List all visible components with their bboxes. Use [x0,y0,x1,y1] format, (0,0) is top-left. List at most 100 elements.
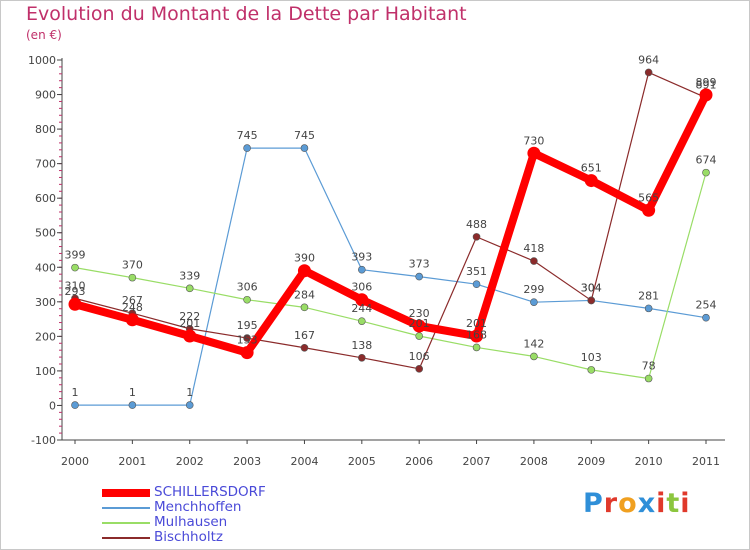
data-label: 167 [294,329,315,342]
data-label: 1 [186,386,193,399]
y-tick-label: 500 [35,227,56,240]
data-point [183,329,197,343]
data-point [530,298,538,306]
y-axis-ticks: -100 0 100 200 300 400 500 600 700 800 900 1000 [28,54,62,447]
data-label: 306 [351,281,372,294]
data-label: 201 [466,317,487,330]
data-label: 230 [409,307,430,320]
data-point [644,304,653,313]
data-point [300,303,309,312]
data-point [240,346,254,360]
data-point [358,265,366,274]
data-label: 284 [294,288,315,301]
data-label: 304 [581,281,602,294]
x-tick-label: 2003 [233,455,261,468]
data-point [587,296,596,305]
data-label: 138 [351,339,372,352]
series-line [74,71,707,370]
data-point [71,263,79,272]
series-line [75,147,707,406]
legend-swatch [102,537,150,539]
logo-letter: t [666,488,681,519]
logo-letter: o [618,488,638,519]
data-point [358,317,366,325]
data-point [530,257,538,265]
y-tick-label: 700 [35,158,56,171]
data-label: 370 [122,259,143,272]
data-point [702,168,710,177]
data-label: 299 [523,283,544,296]
data-label: 339 [179,269,200,282]
y-tick-label: 0 [49,399,56,412]
data-label: 745 [294,129,315,142]
data-point [472,343,481,352]
data-label: 254 [696,299,717,312]
series-line [73,93,710,357]
data-label: 281 [638,289,659,302]
data-point [472,233,481,241]
data-label: 399 [65,249,86,262]
x-tick-label: 2005 [348,455,376,468]
data-point [128,401,137,409]
series-line [74,172,707,380]
data-label: 390 [294,252,315,265]
data-label: 267 [122,294,143,307]
data-point [125,313,139,327]
x-tick-label: 2002 [176,455,204,468]
data-point [415,272,423,281]
data-point [185,401,194,409]
legend-swatch [102,522,150,524]
data-point [358,353,366,362]
data-point [243,334,251,342]
y-tick-label: 600 [35,192,56,205]
data-point [185,284,194,293]
legend-swatch [102,507,150,509]
y-tick-label: 300 [35,296,56,309]
data-label: 1 [129,386,136,399]
data-label: 168 [466,328,487,341]
data-point [642,203,656,217]
x-tick-label: 2008 [520,455,548,468]
data-point [71,401,79,409]
data-label: 730 [523,134,544,147]
data-label: 195 [237,319,258,332]
y-tick-label: 900 [35,89,56,102]
data-label: 393 [351,251,372,264]
data-point [644,374,653,383]
data-point [300,144,309,152]
data-label: 201 [409,317,430,330]
data-point [415,365,423,373]
data-point [644,68,653,77]
x-tick-label: 2010 [635,455,663,468]
x-tick-label: 2011 [692,455,720,468]
data-label: 565 [638,191,659,204]
data-label: 351 [466,265,487,278]
data-label: 244 [351,302,372,315]
data-label: 674 [696,154,717,167]
legend-swatch [102,489,150,497]
data-label: 899 [696,76,717,89]
data-label: 106 [409,350,430,363]
logo-letter: r [603,488,619,519]
axes [59,58,725,441]
legend-label: Menchhoffen [154,499,242,515]
logo-letter: i [656,488,667,519]
x-tick-label: 2001 [118,455,146,468]
data-label: 418 [523,242,544,255]
series-layer [68,68,713,409]
legend-label: SCHILLERSDORF [154,484,266,500]
data-label: 1 [72,386,79,399]
data-label: 201 [179,317,200,330]
x-axis-ticks: 2000 2001 2002 2003 2004 2005 2006 2007 2008 2009… [61,440,720,468]
data-labels: 1 1 1 745 745 393 373 351 299 304 281 254 399 370 339 3… [65,53,717,399]
data-label: 745 [237,129,258,142]
logo-letter: x [637,488,657,519]
data-point [68,297,82,311]
legend-label: Mulhausen [154,514,228,530]
data-label: 293 [65,285,86,298]
data-label: 651 [581,162,602,175]
y-tick-label: 400 [35,261,56,274]
data-label: 103 [581,351,602,364]
data-label: 310 [65,279,86,292]
